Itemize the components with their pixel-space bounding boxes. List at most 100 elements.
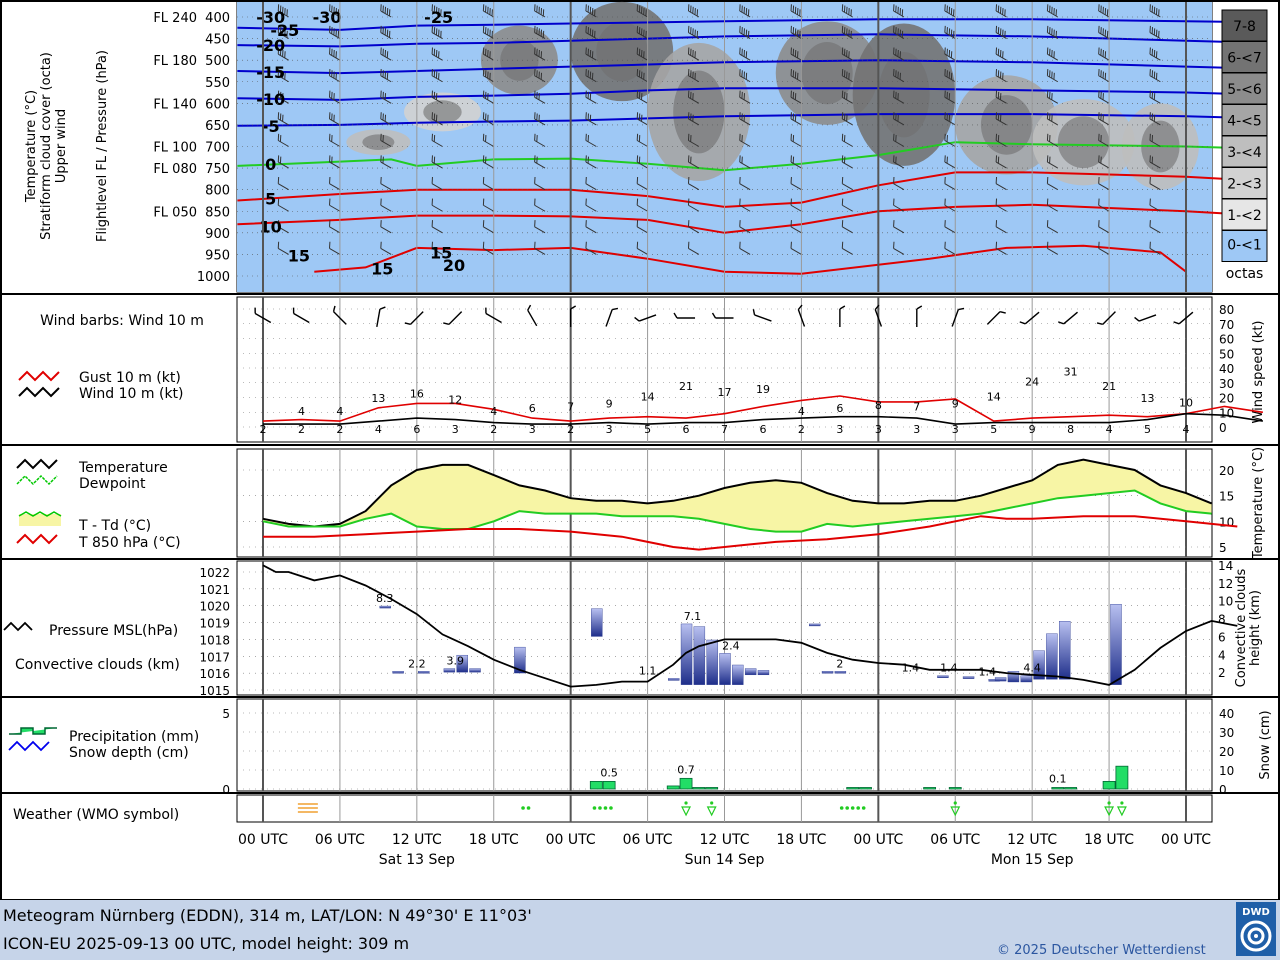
cloud-legend-label: 1-<2	[1227, 208, 1262, 224]
barb-feather	[1046, 133, 1049, 141]
convective-cloud-bar	[591, 608, 603, 637]
convective-cloud-bar	[668, 678, 680, 681]
barb-feather	[995, 25, 998, 33]
barb-feather	[335, 72, 337, 80]
barb-feather	[536, 27, 538, 34]
upper-wind-barb	[534, 112, 546, 126]
time-tick: 00 UTC	[546, 832, 596, 848]
barb-feather	[329, 133, 331, 141]
gust-data-label: 4	[336, 405, 343, 418]
barb-feather	[794, 28, 797, 36]
barb-feather	[999, 49, 1002, 57]
barb-feather	[1102, 49, 1104, 57]
upper-wind-barb	[687, 220, 700, 234]
barb-feather	[950, 29, 953, 37]
barb-feather	[692, 93, 694, 100]
barb-staff	[483, 247, 494, 255]
barb-staff	[277, 226, 289, 234]
upper-wind-barb	[277, 112, 289, 126]
barb-feather	[946, 70, 948, 78]
barb-feather	[284, 8, 286, 15]
barb-feather	[1051, 6, 1053, 14]
precip-legend-glyph	[9, 727, 57, 735]
shower-symbol	[1104, 806, 1115, 817]
upper-wind-barb	[431, 69, 443, 83]
barb-feather	[944, 25, 946, 33]
wind-10m-barb	[332, 305, 347, 325]
barb-feather	[431, 90, 433, 98]
upper-wind-barb	[739, 90, 751, 104]
barb-feather	[1102, 28, 1104, 36]
barb-feather	[1046, 241, 1049, 249]
barb-feather	[282, 49, 284, 57]
barb-feather	[538, 49, 540, 57]
barb-staff	[483, 204, 494, 212]
shower-symbol	[681, 806, 692, 817]
upper-wind-barb	[534, 47, 546, 61]
upper-wind-barb	[636, 220, 648, 234]
temp-series-1	[262, 489, 1212, 533]
upper-wind-barb	[380, 47, 392, 61]
barb-feather	[687, 25, 690, 33]
barb-staff	[534, 247, 546, 255]
wind-10m-barb	[527, 304, 538, 327]
station-info: Meteogram Nürnberg (EDDN), 314 m, LAT/LO…	[3, 906, 532, 925]
barb-feather	[944, 69, 946, 76]
pressure-tick: 800	[205, 184, 230, 199]
cloud-legend-swatch	[1221, 230, 1268, 262]
precip-legend-label: Snow depth (cm)	[69, 745, 189, 761]
barb-feather	[1104, 51, 1107, 58]
cloud-legend-label: 5-<6	[1227, 82, 1262, 98]
isotherm-label: -30	[313, 8, 342, 27]
barb-feather	[1153, 6, 1156, 14]
temp-legend-glyph	[16, 474, 58, 486]
header-axis-label: Upper wind	[54, 109, 69, 183]
barb-feather	[1100, 135, 1102, 142]
upper-wind-barb	[841, 47, 853, 61]
barb-feather	[277, 112, 280, 119]
barb-feather	[1049, 156, 1051, 164]
barb-feather	[997, 135, 1000, 142]
upper-wind-barb	[841, 112, 853, 126]
barb-feather	[792, 135, 795, 142]
barb-feather	[747, 9, 750, 17]
upper-wind-barb	[380, 220, 392, 234]
barb-staff	[534, 226, 546, 234]
barb-feather	[843, 27, 846, 34]
barb-feather	[634, 316, 640, 322]
barb-feather	[485, 27, 487, 34]
barb-feather	[687, 155, 690, 163]
barb-feather	[489, 51, 491, 58]
barb-feather	[536, 91, 538, 99]
cloud-legend-swatch	[1221, 9, 1268, 42]
barb-feather	[848, 51, 850, 58]
barb-feather	[1004, 30, 1006, 38]
convective-cloud-bar	[1007, 671, 1020, 683]
barb-feather	[1149, 69, 1151, 76]
precip-bar	[1064, 787, 1078, 790]
barb-feather	[589, 6, 592, 14]
barb-feather	[1102, 71, 1104, 79]
upper-wind-barb	[329, 220, 341, 234]
upper-wind-barb	[534, 25, 546, 40]
barb-feather	[538, 71, 540, 79]
barb-feather	[1102, 6, 1104, 14]
wind-data-label: 6	[683, 423, 690, 436]
convective-cloud-bar	[821, 671, 834, 674]
barb-feather	[1098, 4, 1100, 12]
barb-staff	[293, 312, 310, 324]
precip-bar	[602, 781, 616, 790]
temp-axis-label: Temperature (°C)	[1251, 447, 1266, 560]
barb-feather	[948, 114, 951, 122]
barb-feather	[948, 71, 951, 79]
day-label: Mon 15 Sep	[991, 852, 1074, 868]
barb-feather	[897, 114, 899, 122]
stratiform-cloud-core	[1057, 116, 1110, 169]
upper-wind-barb	[329, 198, 341, 212]
barb-feather	[687, 133, 690, 141]
barb-staff	[842, 183, 853, 191]
snow-tick: 10	[1219, 764, 1234, 778]
barb-feather	[1057, 321, 1064, 325]
barb-feather	[690, 48, 692, 56]
barb-feather	[846, 6, 848, 14]
